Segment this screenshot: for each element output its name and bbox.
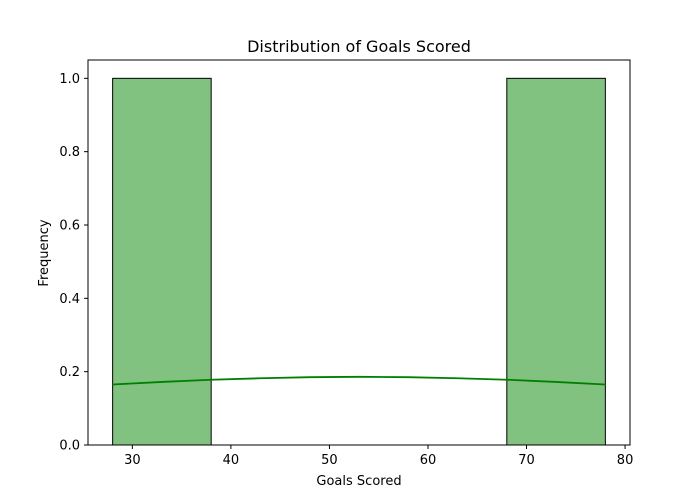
- y-tick-label: 0.8: [59, 145, 80, 160]
- y-tick-label: 0.4: [59, 292, 80, 307]
- histogram-bar-2: [506, 77, 606, 446]
- y-tick-label: 0.0: [59, 439, 80, 454]
- x-tick-label: 80: [617, 453, 634, 468]
- x-tick-label: 30: [124, 453, 141, 468]
- kde-group: [112, 375, 606, 386]
- chart-title: Distribution of Goals Scored: [247, 37, 471, 56]
- x-tick-label: 40: [223, 453, 240, 468]
- y-axis-label: Frequency: [37, 219, 52, 286]
- x-axis-ticks: 30 40 50 60 70 80: [124, 445, 633, 468]
- y-tick-label: 1.0: [59, 72, 80, 87]
- y-axis-ticks: 0.0 0.2 0.4 0.6 0.8 1.0: [59, 72, 88, 454]
- x-tick-label: 70: [518, 453, 535, 468]
- bars-group: [112, 77, 606, 446]
- y-tick-label: 0.2: [59, 365, 80, 380]
- plot-frame: [87, 59, 631, 446]
- kde-line: [112, 375, 606, 386]
- x-tick-label: 60: [420, 453, 437, 468]
- x-tick-label: 50: [321, 453, 338, 468]
- x-axis-label: Goals Scored: [316, 474, 401, 489]
- y-tick-label: 0.6: [59, 219, 80, 234]
- histogram-bar-1: [112, 77, 212, 446]
